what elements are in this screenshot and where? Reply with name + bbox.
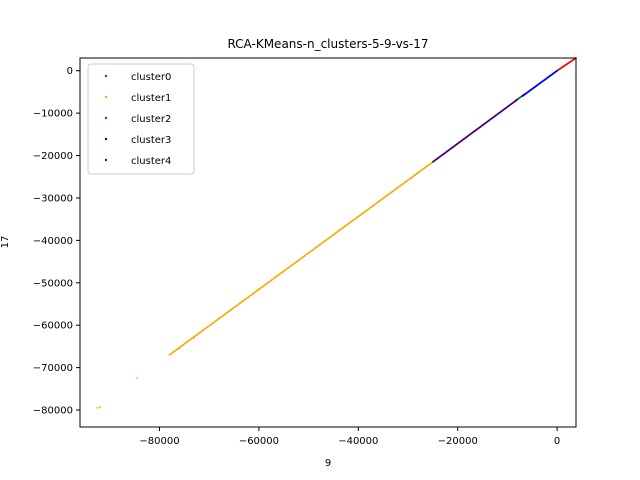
data-point	[253, 291, 256, 294]
y-tick-label: −30000	[33, 193, 73, 204]
cluster1-legend-marker	[104, 95, 108, 99]
legend-box	[87, 63, 195, 175]
y-tick-label: −60000	[33, 321, 73, 332]
x-axis-label: 9	[325, 458, 331, 469]
data-point	[375, 202, 378, 205]
plot-frame	[79, 57, 577, 428]
x-tick-label: −60000	[239, 436, 279, 447]
data-point	[236, 304, 238, 307]
data-point	[185, 341, 188, 344]
x-tick-label: −40000	[338, 436, 378, 447]
data-point	[556, 69, 559, 72]
cluster1-legend-label: cluster1	[131, 93, 171, 104]
cluster4-legend-marker	[104, 158, 108, 162]
x-tick-label: −80000	[139, 436, 179, 447]
cluster2-legend-label: cluster2	[131, 114, 171, 125]
data-point	[96, 407, 99, 409]
y-tick-label: −40000	[33, 236, 73, 247]
chart-title: RCA-KMeans-n_clusters-5-9-vs-17	[227, 37, 428, 51]
x-tick-label: 0	[554, 436, 560, 447]
data-point	[249, 294, 252, 297]
data-point	[193, 337, 196, 339]
y-tick-label: 0	[67, 66, 73, 77]
y-tick-label: −50000	[33, 278, 73, 289]
x-tick-label: −20000	[438, 436, 478, 447]
data-point	[516, 98, 519, 101]
data-point	[232, 307, 235, 309]
cluster3-legend-label: cluster3	[131, 135, 171, 146]
data-point	[207, 325, 209, 328]
y-tick-label: −10000	[33, 109, 73, 120]
cluster4-legend-label: cluster4	[131, 156, 171, 167]
y-tick-label: −20000	[33, 151, 73, 162]
cluster0-legend-marker	[104, 74, 108, 78]
data-point	[136, 377, 139, 380]
y-tick-label: −70000	[33, 363, 73, 374]
cluster3-legend-marker	[104, 137, 108, 141]
cluster1-points	[96, 161, 434, 409]
cluster0-legend-label: cluster0	[131, 72, 171, 83]
cluster4-points	[431, 98, 519, 163]
cluster3-points	[521, 69, 559, 98]
data-point	[98, 406, 101, 408]
y-axis-ticks: 0 −10000 −20000 −30000 −40000 −50000 −60000 −70…	[33, 66, 80, 417]
legend: cluster0 cluster1 cluster2 cluster3 cluster4	[87, 63, 195, 175]
data-point	[178, 347, 181, 350]
data-point	[406, 179, 409, 182]
y-axis-label: 17	[0, 236, 11, 249]
data-point	[328, 236, 331, 239]
data-point	[212, 321, 215, 324]
x-axis-ticks: −80000 −60000 −40000 −20000 0	[139, 427, 560, 447]
cluster2-legend-marker	[104, 116, 108, 120]
plot-points	[96, 57, 577, 409]
data-point	[237, 303, 240, 306]
y-tick-label: −80000	[33, 406, 73, 417]
